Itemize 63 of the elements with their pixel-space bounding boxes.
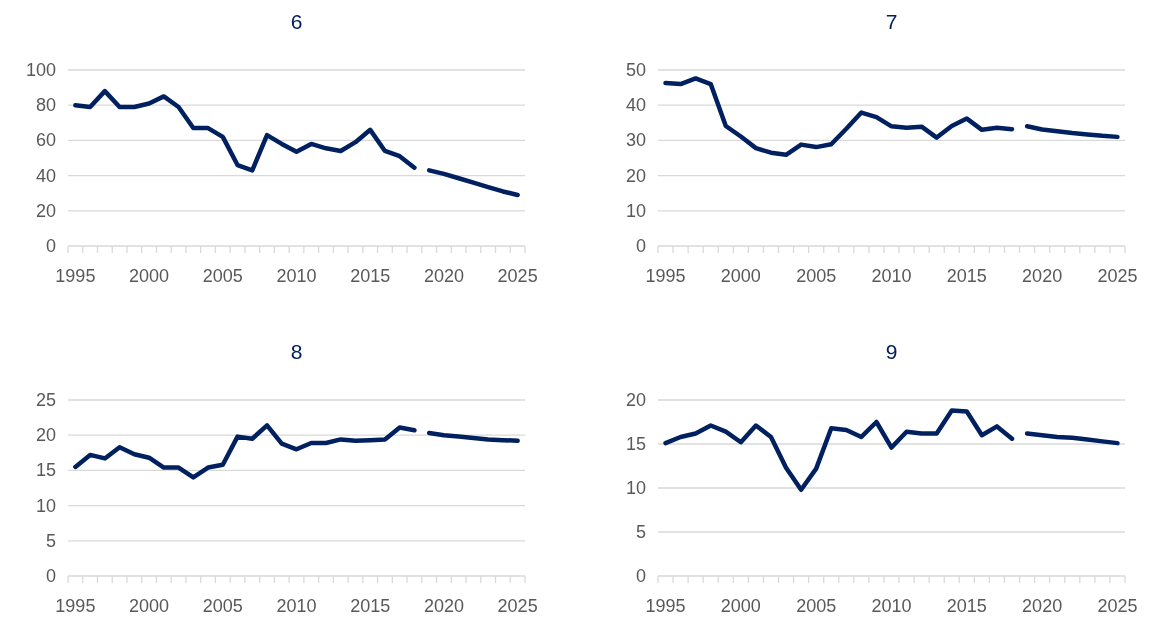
y-tick-label: 25 <box>35 390 56 410</box>
y-tick-label: 100 <box>25 60 56 80</box>
chart-title: 9 <box>885 340 898 363</box>
y-tick-label: 10 <box>625 478 646 498</box>
y-tick-label: 0 <box>45 236 56 256</box>
y-tick-label: 60 <box>35 130 56 151</box>
x-tick-label: 2015 <box>350 596 391 616</box>
line-series <box>73 423 417 480</box>
x-tick-label: 1995 <box>55 596 96 616</box>
y-tick-label: 5 <box>635 522 646 542</box>
y-tick-label: 5 <box>45 530 56 551</box>
y-tick-label: 20 <box>35 200 56 221</box>
x-tick-label: 2015 <box>350 266 391 286</box>
x-tick-label: 2000 <box>129 596 170 616</box>
y-tick-label: 40 <box>35 165 56 186</box>
line-series <box>73 88 417 173</box>
line-series <box>663 76 1015 158</box>
x-tick-label: 2025 <box>497 266 538 286</box>
chart-title: 7 <box>885 10 898 33</box>
line-series <box>1024 431 1120 446</box>
y-tick-label: 15 <box>35 460 56 481</box>
y-tick-label: 15 <box>625 434 646 454</box>
x-tick-label: 2005 <box>796 596 837 616</box>
y-tick-label: 80 <box>35 95 56 116</box>
x-tick-label: 2020 <box>423 596 464 616</box>
chart-title: 8 <box>290 340 303 363</box>
x-tick-label: 1995 <box>645 266 686 286</box>
x-tick-label: 2020 <box>423 266 464 286</box>
x-tick-label: 2000 <box>720 266 761 286</box>
y-tick-label: 20 <box>35 425 56 446</box>
y-tick-label: 40 <box>625 95 646 116</box>
line-series <box>663 408 1015 493</box>
line-series <box>426 430 520 444</box>
y-tick-label: 10 <box>35 495 56 516</box>
x-tick-label: 2015 <box>946 266 987 286</box>
y-tick-label: 0 <box>635 566 646 586</box>
x-tick-label: 2015 <box>946 596 987 616</box>
x-tick-label: 2020 <box>1022 266 1063 286</box>
y-tick-label: 10 <box>625 200 646 221</box>
y-tick-label: 20 <box>625 390 646 410</box>
x-tick-label: 2000 <box>720 596 761 616</box>
x-tick-label: 2010 <box>276 596 317 616</box>
x-tick-label: 2025 <box>497 596 538 616</box>
chart-title: 6 <box>290 10 303 33</box>
x-tick-label: 2005 <box>202 266 243 286</box>
x-tick-label: 1995 <box>645 596 686 616</box>
x-tick-label: 2010 <box>871 266 912 286</box>
y-tick-label: 0 <box>45 566 56 586</box>
y-tick-label: 20 <box>625 165 646 186</box>
x-tick-label: 2010 <box>871 596 912 616</box>
x-tick-label: 2005 <box>202 596 243 616</box>
line-series <box>426 168 520 198</box>
x-tick-label: 2020 <box>1022 596 1063 616</box>
x-tick-label: 2025 <box>1097 596 1138 616</box>
y-tick-label: 30 <box>625 130 646 151</box>
line-series <box>1024 124 1120 140</box>
y-tick-label: 0 <box>635 236 646 256</box>
y-tick-label: 50 <box>625 60 646 80</box>
x-tick-label: 2000 <box>129 266 170 286</box>
x-tick-label: 1995 <box>55 266 96 286</box>
x-tick-label: 2005 <box>796 266 837 286</box>
x-tick-label: 2010 <box>276 266 317 286</box>
x-tick-label: 2025 <box>1097 266 1138 286</box>
